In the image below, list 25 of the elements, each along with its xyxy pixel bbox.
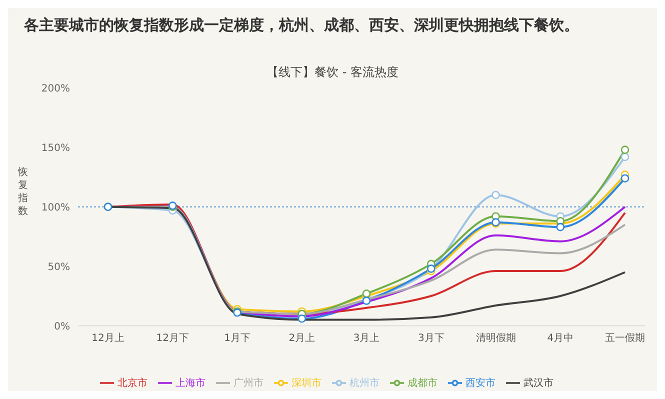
x-tick-label: 清明假期 <box>476 332 516 344</box>
x-tick-label: 4月中 <box>547 332 574 344</box>
x-tick-label: 3月上 <box>353 332 380 344</box>
y-tick-label: 200% <box>41 84 70 95</box>
legend-label: 西安市 <box>466 378 496 389</box>
y-tick-label: 50% <box>48 262 70 273</box>
x-tick-label: 2月上 <box>288 332 316 344</box>
legend-label: 深圳市 <box>292 378 322 389</box>
legend-label: 上海市 <box>176 378 206 389</box>
chart-subtitle: 各主要城市的恢复指数形成一定梯度，杭州、成都、西安、深圳更快拥抱线下餐饮。 <box>24 16 579 35</box>
legend-label: 成都市 <box>408 378 438 389</box>
x-tick-label: 1月下 <box>224 332 250 344</box>
x-tick-label: 12月下 <box>156 332 189 344</box>
y-tick-label: 100% <box>41 202 70 214</box>
legend-label: 北京市 <box>118 378 148 389</box>
x-tick-label: 3月下 <box>418 332 444 344</box>
x-tick-label: 12月上 <box>92 332 124 344</box>
chart-title: 【线下】餐饮 - 客流热度 <box>266 64 400 81</box>
legend-label: 杭州市 <box>350 378 380 389</box>
y-axis-title: 恢复指数 <box>18 166 29 218</box>
x-tick-label: 五一假期 <box>605 332 645 344</box>
legend-label: 武汉市 <box>524 378 554 389</box>
y-tick-label: 0% <box>54 321 70 332</box>
legend-label: 广州市 <box>234 378 264 389</box>
y-tick-label: 150% <box>41 142 70 154</box>
